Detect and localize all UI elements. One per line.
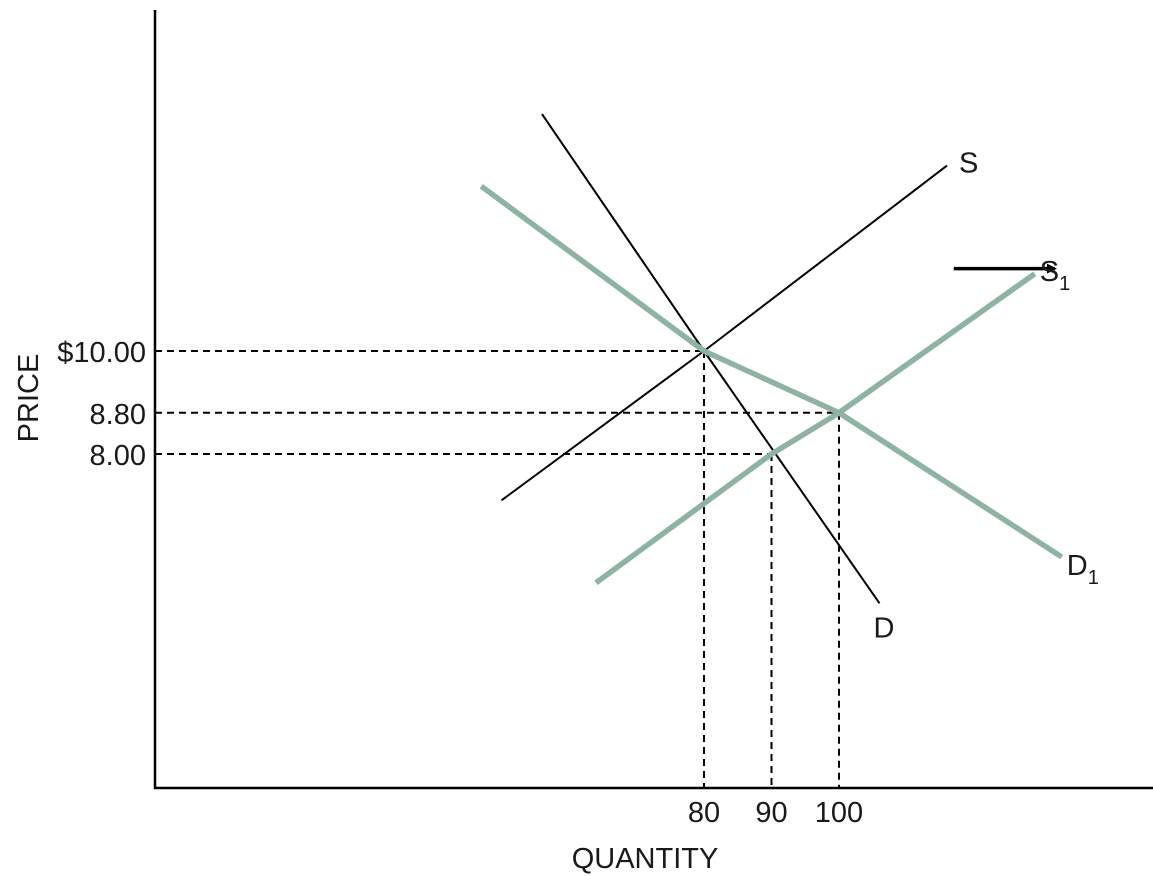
curve-label-s1: S1	[1040, 256, 1070, 295]
y-tick-label-8-80: 8.80	[90, 399, 146, 431]
guide-lines	[155, 350, 840, 788]
curves	[479, 113, 1064, 604]
curve-label-d: D	[874, 612, 895, 644]
axes	[153, 10, 1153, 790]
y-axis-title: PRICE	[13, 354, 45, 443]
y-tick-label-10-00: $10.00	[57, 337, 146, 369]
curve-label-subscript: 1	[1059, 273, 1070, 295]
curve-label-subscript: 1	[1088, 567, 1099, 589]
curve-d1	[479, 183, 1064, 560]
curve-d	[541, 113, 881, 604]
x-tick-label-90: 90	[755, 797, 787, 829]
x-axis-title: QUANTITY	[572, 843, 719, 875]
curve-s1	[594, 271, 1037, 585]
curve-label-d1: D1	[1067, 550, 1099, 589]
y-tick-label-8-00: 8.00	[90, 440, 146, 472]
labels: PRICE QUANTITY S D S1 D1 $10.00 8.80 8.00 80 90 1…	[13, 148, 1099, 875]
curve-s	[500, 164, 948, 502]
x-tick-label-80: 80	[688, 797, 720, 829]
curve-label-s: S	[959, 148, 978, 180]
x-tick-label-100: 100	[815, 797, 863, 829]
